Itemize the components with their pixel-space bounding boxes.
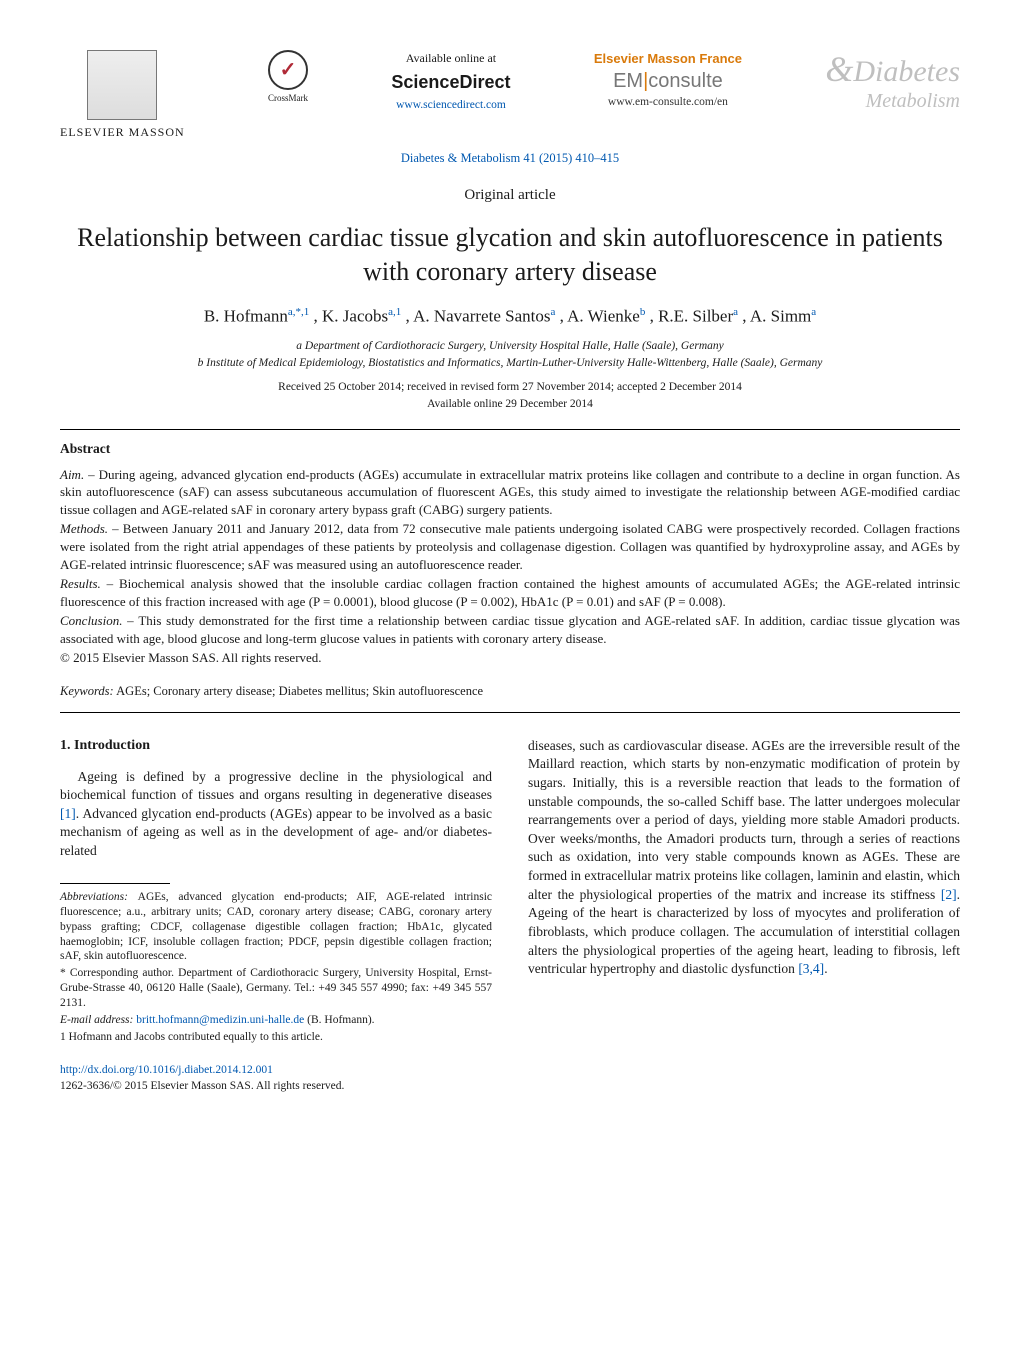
citation-ref-1[interactable]: [1] (60, 806, 76, 821)
author-affil-sup: a,*,1 (288, 306, 309, 318)
abbreviations-footnote: Abbreviations: AGEs, advanced glycation … (60, 890, 492, 965)
article-title: Relationship between cardiac tissue glyc… (60, 221, 960, 289)
horizontal-rule (60, 429, 960, 430)
crossmark-icon[interactable] (268, 50, 308, 90)
abstract-methods: Methods. – Between January 2011 and Janu… (60, 520, 960, 573)
intro-p1-text-b: . Advanced glycation end-products (AGEs)… (60, 806, 492, 858)
affiliation-a: a Department of Cardiothoracic Surgery, … (60, 339, 960, 355)
author-affil-sup: a (733, 306, 738, 318)
intro-paragraph-1: Ageing is defined by a progressive decli… (60, 768, 492, 861)
abstract-results-text: Biochemical analysis showed that the ins… (60, 576, 960, 609)
author-affil-sup: a,1 (388, 306, 401, 318)
author-list: B. Hofmanna,*,1 , K. Jacobsa,1 , A. Nava… (60, 305, 960, 329)
keywords-line: Keywords: AGEs; Coronary artery disease;… (60, 683, 960, 700)
sciencedirect-logo: ScienceDirect (391, 70, 510, 94)
abstract-results: Results. – Biochemical analysis showed t… (60, 575, 960, 610)
article-dates: Received 25 October 2014; received in re… (60, 380, 960, 396)
abstract-methods-text: Between January 2011 and January 2012, d… (60, 521, 960, 571)
intro-paragraph-2: diseases, such as cardiovascular disease… (528, 737, 960, 979)
citation-ref-2[interactable]: [2] (941, 887, 957, 902)
author-affil-sup: a (550, 306, 555, 318)
journal-name-top: Diabetes (853, 55, 960, 88)
author-affil-sup: b (640, 306, 646, 318)
abstract-heading: Abstract (60, 440, 960, 458)
ampersand-icon: & (825, 49, 853, 89)
available-online-date: Available online 29 December 2014 (60, 397, 960, 413)
journal-name-bottom: Metabolism (865, 90, 960, 112)
doi-block: http://dx.doi.org/10.1016/j.diabet.2014.… (60, 1063, 492, 1094)
citation-ref-3-4[interactable]: [3,4] (798, 961, 824, 976)
abstract-results-lead: Results. – (60, 576, 119, 591)
author: , A. Navarrete Santos (406, 307, 551, 326)
keywords-label: Keywords: (60, 684, 114, 698)
crossmark-block[interactable]: CrossMark (268, 50, 308, 104)
em-consulte-block: Elsevier Masson France EM|consulte www.e… (594, 50, 742, 110)
abstract-conclusion: Conclusion. – This study demonstrated fo… (60, 612, 960, 647)
author: , K. Jacobs (314, 307, 389, 326)
available-online-label: Available online at (406, 50, 496, 66)
two-column-body: 1. Introduction Ageing is defined by a p… (60, 737, 960, 1094)
email-footnote: E-mail address: britt.hofmann@medizin.un… (60, 1013, 492, 1028)
sciencedirect-url[interactable]: www.sciencedirect.com (396, 98, 506, 114)
author: , R.E. Silber (650, 307, 734, 326)
sciencedirect-block: Available online at ScienceDirect www.sc… (391, 50, 510, 114)
journal-logo: &Diabetes Metabolism (825, 50, 960, 112)
intro-p1-text-a: Ageing is defined by a progressive decli… (60, 769, 492, 803)
affiliation-b: b Institute of Medical Epidemiology, Bio… (60, 356, 960, 372)
page-header: ELSEVIER MASSON CrossMark Available onli… (60, 50, 960, 140)
author: , A. Simm (742, 307, 811, 326)
abbrev-lead: Abbreviations: (60, 891, 138, 903)
corr-lead: * Corresponding author. (60, 967, 178, 979)
email-link[interactable]: britt.hofmann@medizin.uni-halle.de (136, 1014, 304, 1026)
citation-line[interactable]: Diabetes & Metabolism 41 (2015) 410–415 (60, 150, 960, 167)
em-consulte-url[interactable]: www.em-consulte.com/en (608, 95, 728, 111)
abstract-aim-lead: Aim. – (60, 467, 99, 482)
em-logo-right: consulte (648, 70, 723, 92)
abstract-copyright: © 2015 Elsevier Masson SAS. All rights r… (60, 649, 960, 667)
author: , A. Wienke (560, 307, 640, 326)
horizontal-rule (60, 712, 960, 713)
intro-p2-text-c: . (824, 961, 827, 976)
issn-copyright: 1262-3636/© 2015 Elsevier Masson SAS. Al… (60, 1079, 492, 1095)
abstract-conclusion-text: This study demonstrated for the first ti… (60, 613, 960, 646)
elsevier-tree-icon (87, 50, 157, 120)
section-heading-introduction: 1. Introduction (60, 737, 492, 756)
author: B. Hofmann (204, 307, 288, 326)
abstract-methods-lead: Methods. – (60, 521, 123, 536)
equal-contribution-footnote: 1 Hofmann and Jacobs contributed equally… (60, 1030, 492, 1045)
article-type: Original article (60, 185, 960, 205)
em-logo-left: EM (613, 70, 643, 92)
corresponding-author-footnote: * Corresponding author. Department of Ca… (60, 966, 492, 1011)
left-column: 1. Introduction Ageing is defined by a p… (60, 737, 492, 1094)
keywords-text: AGEs; Coronary artery disease; Diabetes … (114, 684, 483, 698)
em-consulte-logo: EM|consulte (613, 68, 723, 95)
elsevier-block: ELSEVIER MASSON (60, 50, 185, 140)
right-column: diseases, such as cardiovascular disease… (528, 737, 960, 1094)
abstract-aim-text: During ageing, advanced glycation end-pr… (60, 467, 960, 517)
email-tail: (B. Hofmann). (304, 1014, 374, 1026)
elsevier-label: ELSEVIER MASSON (60, 124, 185, 140)
em-head-label: Elsevier Masson France (594, 50, 742, 68)
intro-p2-text-a: diseases, such as cardiovascular disease… (528, 738, 960, 902)
email-lead: E-mail address: (60, 1014, 136, 1026)
author-affil-sup: a (811, 306, 816, 318)
doi-link[interactable]: http://dx.doi.org/10.1016/j.diabet.2014.… (60, 1063, 492, 1079)
abstract-conclusion-lead: Conclusion. – (60, 613, 138, 628)
footnote-rule (60, 883, 170, 884)
abstract-aim: Aim. – During ageing, advanced glycation… (60, 466, 960, 519)
crossmark-label: CrossMark (268, 92, 308, 104)
